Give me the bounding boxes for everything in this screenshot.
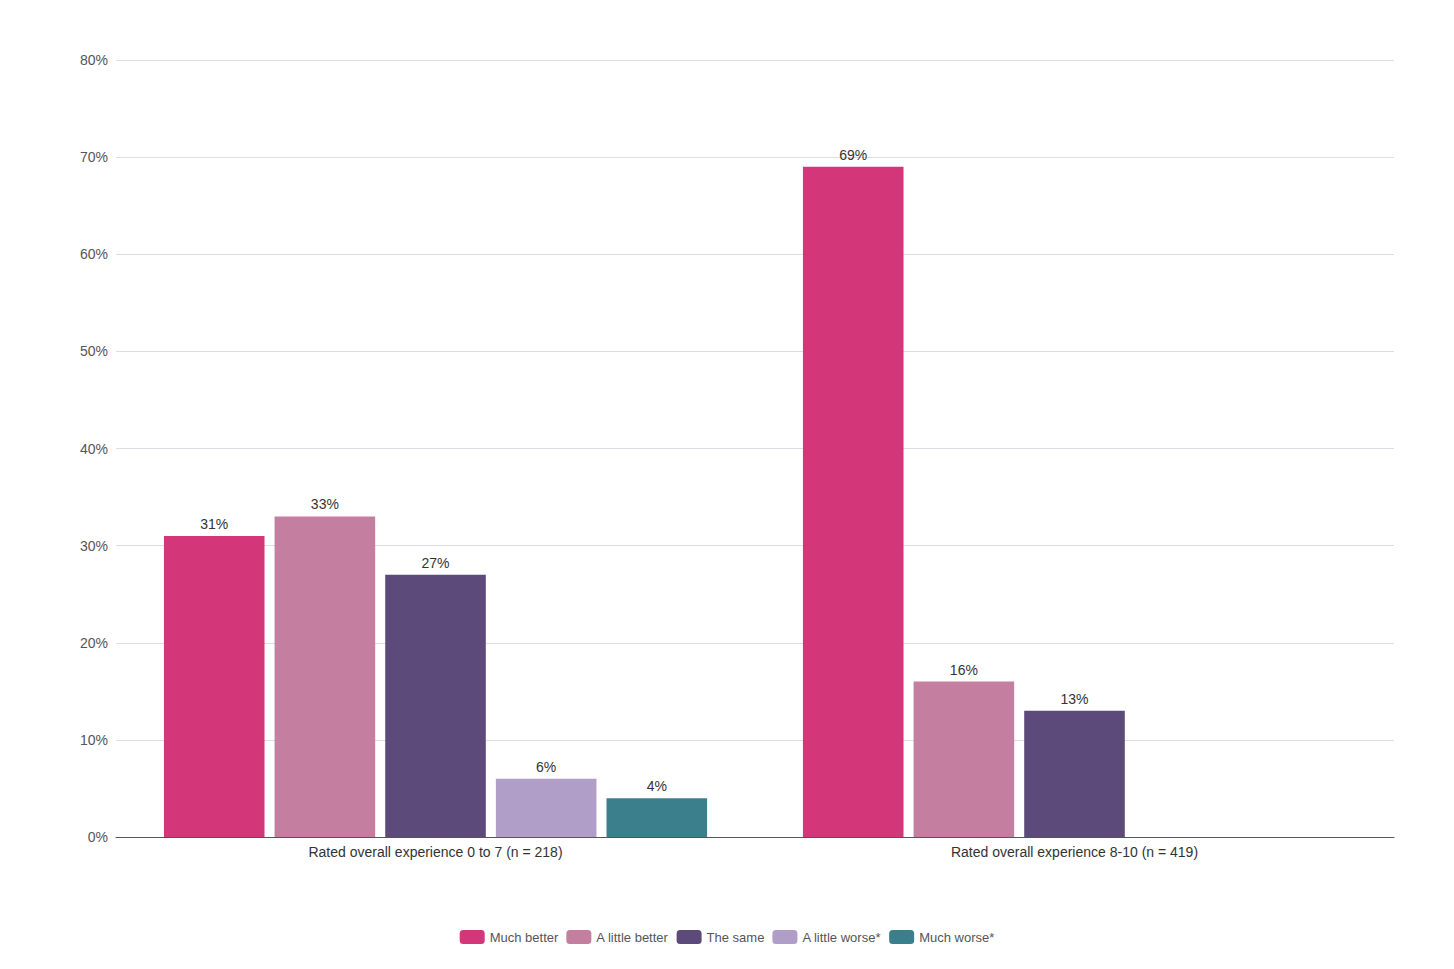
svg-text:6%: 6% [536, 759, 556, 775]
svg-text:Much better: Much better [490, 930, 559, 945]
svg-text:27%: 27% [421, 555, 449, 571]
svg-text:Much worse*: Much worse* [919, 930, 994, 945]
svg-text:Rated overall experience 0 to: Rated overall experience 0 to 7 (n = 218… [308, 844, 562, 860]
svg-text:80%: 80% [80, 52, 108, 68]
svg-text:30%: 30% [80, 538, 108, 554]
svg-text:33%: 33% [311, 496, 339, 512]
svg-text:16%: 16% [950, 662, 978, 678]
svg-text:The same: The same [707, 930, 765, 945]
svg-text:10%: 10% [80, 732, 108, 748]
svg-text:13%: 13% [1060, 691, 1088, 707]
svg-text:4%: 4% [647, 778, 667, 794]
svg-text:A little better: A little better [596, 930, 668, 945]
svg-text:0%: 0% [88, 829, 108, 845]
svg-text:Rated overall experience 8-10: Rated overall experience 8-10 (n = 419) [951, 844, 1198, 860]
svg-text:69%: 69% [839, 147, 867, 163]
svg-text:20%: 20% [80, 635, 108, 651]
svg-text:50%: 50% [80, 343, 108, 359]
svg-text:70%: 70% [80, 149, 108, 165]
svg-text:60%: 60% [80, 246, 108, 262]
svg-text:40%: 40% [80, 441, 108, 457]
svg-text:A little worse*: A little worse* [802, 930, 880, 945]
svg-text:31%: 31% [200, 516, 228, 532]
